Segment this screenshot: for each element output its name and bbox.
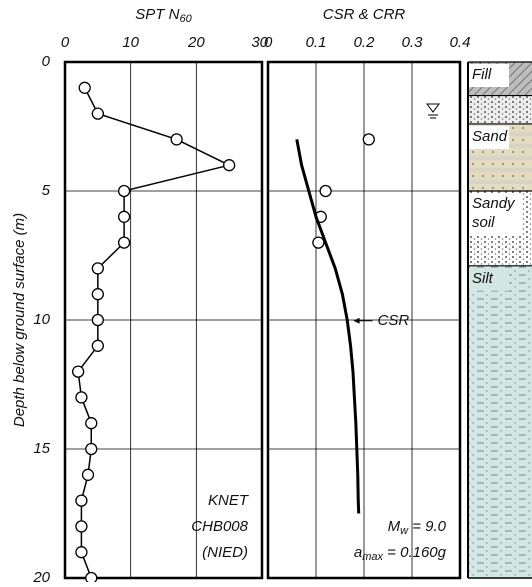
x-tick-label: 0 bbox=[264, 34, 273, 51]
data-point bbox=[85, 571, 98, 585]
soil-label: Silt bbox=[472, 270, 494, 287]
soil-label: Fill bbox=[472, 66, 492, 83]
data-point bbox=[117, 236, 131, 249]
panel-title-sub: 60 bbox=[179, 13, 192, 25]
x-tick-label: 0.1 bbox=[306, 34, 327, 51]
data-point bbox=[170, 133, 183, 146]
profile-line bbox=[295, 139, 361, 514]
label-arrowhead bbox=[353, 317, 360, 324]
data-point bbox=[78, 81, 91, 94]
annotation-sub: w bbox=[400, 525, 409, 537]
y-tick-label: 5 bbox=[42, 182, 51, 199]
y-axis-label: Depth below ground surface (m) bbox=[11, 213, 28, 427]
water-table-symbol bbox=[426, 103, 440, 119]
annotation-main: (NIED) bbox=[202, 544, 248, 561]
x-tick-label: 10 bbox=[122, 34, 139, 51]
annotation-rest: = 0.160g bbox=[383, 544, 447, 561]
x-tick-label: 30 bbox=[251, 34, 268, 51]
data-point bbox=[91, 107, 104, 120]
y-tick-label: 0 bbox=[42, 53, 51, 70]
annotation-main: a bbox=[354, 544, 362, 561]
x-tick-label: 0.3 bbox=[402, 34, 424, 51]
y-tick-label: 15 bbox=[33, 440, 50, 457]
data-point bbox=[75, 391, 88, 404]
annotation: amax = 0.160g bbox=[354, 544, 447, 563]
data-point bbox=[223, 159, 236, 172]
annotation-rest: = 9.0 bbox=[408, 518, 447, 535]
data-point bbox=[85, 442, 98, 456]
annotation: CHB008 bbox=[191, 518, 248, 535]
data-point bbox=[91, 339, 104, 352]
annotation-main: KNET bbox=[208, 492, 250, 509]
data-point bbox=[81, 468, 95, 481]
data-point bbox=[312, 236, 325, 249]
y-tick-label: 20 bbox=[32, 569, 50, 582]
soil-label-box bbox=[469, 193, 521, 235]
soil-label: Sand bbox=[472, 128, 508, 145]
data-point bbox=[75, 546, 88, 559]
soil-label-box bbox=[469, 125, 509, 149]
data-point bbox=[91, 262, 104, 275]
annotation: Mw = 9.0 bbox=[388, 518, 447, 537]
data-point bbox=[75, 520, 88, 533]
soil-texture bbox=[468, 95, 532, 124]
soil-label-box bbox=[469, 267, 509, 291]
soil-label: Sandy bbox=[472, 195, 516, 212]
data-point bbox=[117, 184, 131, 198]
annotation: (NIED) bbox=[202, 544, 248, 561]
x-tick-label: 0.4 bbox=[450, 34, 471, 51]
x-tick-label: 0 bbox=[61, 34, 70, 51]
data-point bbox=[75, 494, 88, 507]
data-point bbox=[91, 288, 104, 301]
soil-label-box bbox=[469, 64, 509, 87]
panel-title: SPT N60 bbox=[135, 6, 192, 25]
series-label: CSR bbox=[378, 312, 410, 329]
panel-title-main: CSR & CRR bbox=[323, 6, 406, 23]
data-point bbox=[71, 365, 85, 378]
data-point bbox=[362, 133, 375, 146]
annotation-main: M bbox=[388, 518, 401, 535]
panel-title: CSR & CRR bbox=[323, 6, 406, 23]
soil-texture bbox=[468, 265, 532, 578]
panel-frame bbox=[266, 60, 462, 580]
x-tick-label: 0.2 bbox=[354, 34, 376, 51]
profile-line bbox=[77, 87, 232, 579]
panel-frame bbox=[63, 60, 264, 580]
soil-label: soil bbox=[472, 214, 495, 231]
annotation: KNET bbox=[208, 492, 250, 509]
annotation-main: CHB008 bbox=[191, 518, 248, 535]
data-point bbox=[117, 210, 131, 223]
x-tick-label: 20 bbox=[187, 34, 205, 51]
data-point bbox=[91, 313, 104, 327]
annotation-sub: max bbox=[362, 551, 383, 563]
y-tick-label: 10 bbox=[33, 311, 50, 328]
panel-title-main: SPT N bbox=[135, 6, 179, 23]
data-point bbox=[319, 184, 332, 198]
data-point bbox=[85, 417, 98, 430]
